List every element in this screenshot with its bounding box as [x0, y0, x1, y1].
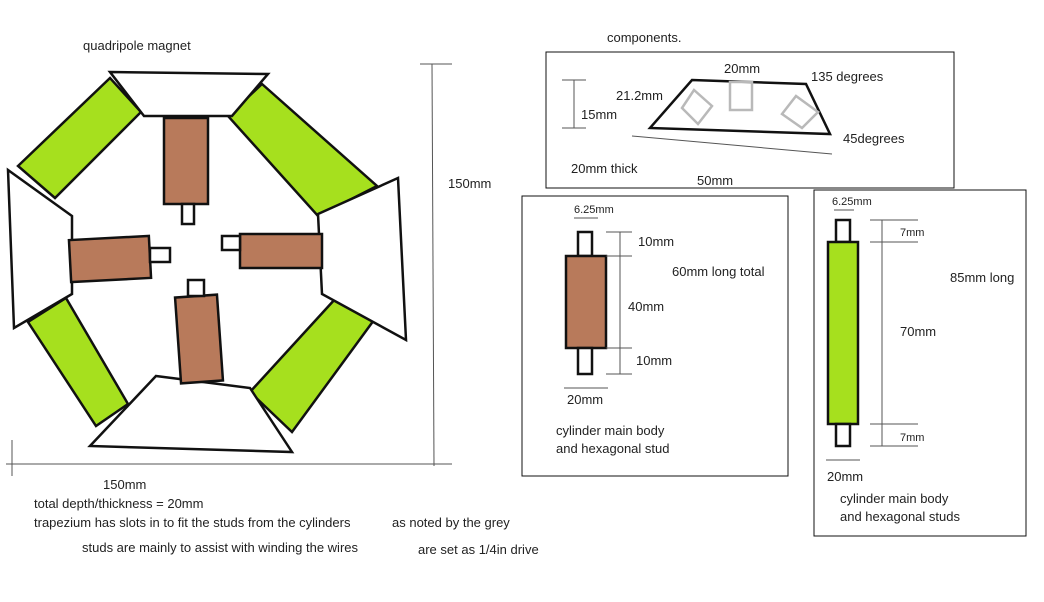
cylinder-short-total: 60mm long total [672, 264, 765, 279]
quadripole-magnet: quadripole magnet 150mm 150mm [6, 38, 491, 492]
cylinder-long-body [826, 240, 860, 426]
cylinder-short-stud-bottom [576, 346, 594, 376]
cylinder-long-frame [813, 189, 1027, 537]
notes: total depth/thickness = 20mm trapezium h… [34, 496, 539, 557]
magnet-stud-bottom [186, 278, 206, 298]
cylinder-long-stud-bottom [834, 422, 852, 448]
cylinder-short-stud-bottom-length: 10mm [636, 353, 672, 368]
note-winding: studs are mainly to assist with winding … [82, 540, 359, 555]
trapezium-frame [545, 51, 955, 189]
cylinder-short-caption-1: cylinder main body [556, 423, 665, 438]
note-slots: trapezium has slots in to fit the studs … [34, 515, 351, 530]
cylinder-short-frame [521, 195, 789, 477]
trapezium-height: 15mm [581, 107, 617, 122]
magnet-stud-left [148, 246, 172, 264]
note-drive: are set as 1/4in drive [418, 542, 539, 557]
cylinder-long-stud-top-length: 7mm [900, 227, 924, 239]
trapezium-slot-right [780, 94, 820, 130]
cylinder-short-body-length: 40mm [628, 299, 664, 314]
trapezium-top-width: 20mm [724, 61, 760, 76]
magnet-height-label: 150mm [448, 176, 491, 191]
cylinder-long-stud-width: 6.25mm [832, 196, 872, 208]
magnet-cylinder-left [67, 234, 153, 284]
magnet-trapezium-top [107, 70, 271, 118]
note-grey: as noted by the grey [392, 515, 510, 530]
cylinder-long-stud-top [834, 218, 852, 244]
cylinder-short-stud-top-length: 10mm [638, 234, 674, 249]
cylinder-short-stud-width: 6.25mm [574, 204, 614, 216]
magnet-green-bar-bottom-right [248, 296, 376, 434]
magnet-cylinder-bottom [173, 293, 225, 385]
trapezium-base-length: 50mm [697, 173, 733, 188]
magnet-green-bar-bottom-left [26, 296, 130, 428]
component-cylinder-long: 6.25mm 7mm 85mm long 70mm 7mm 20mm cylin… [813, 189, 1027, 537]
magnet-width-label: 150mm [103, 477, 146, 492]
cylinder-long-body-length: 70mm [900, 324, 936, 339]
cylinder-short-body-width: 20mm [567, 392, 603, 407]
cylinder-short-caption-2: and hexagonal stud [556, 441, 669, 456]
magnet-trapezium-bottom [87, 374, 295, 454]
component-cylinder-short: 6.25mm 10mm 60mm long total 40mm 10mm 20… [521, 195, 789, 477]
magnet-green-bar-top-left [16, 76, 143, 200]
cylinder-short-body [564, 254, 608, 350]
cylinder-long-caption-2: and hexagonal studs [840, 509, 960, 524]
cylinder-short-stud-top [576, 230, 594, 258]
component-trapezium: components. 20mm 21.2mm 15mm 135 degrees… [545, 30, 955, 189]
cylinder-long-caption-1: cylinder main body [840, 491, 949, 506]
components-title: components. [607, 30, 681, 45]
trapezium-slot-middle [728, 80, 754, 112]
magnet-stud-top [180, 202, 196, 226]
magnet-title: quadripole magnet [83, 38, 191, 53]
trapezium-slot-left [680, 88, 714, 126]
magnet-cylinder-top [162, 116, 210, 206]
trapezium-angle-top: 135 degrees [811, 69, 884, 84]
trapezium-angle-bottom: 45degrees [843, 131, 905, 146]
cylinder-long-total: 85mm long [950, 270, 1014, 285]
note-depth: total depth/thickness = 20mm [34, 496, 203, 511]
cylinder-long-stud-bottom-length: 7mm [900, 432, 924, 444]
trapezium-thickness: 20mm thick [571, 161, 638, 176]
magnet-trapezium-left [6, 167, 74, 331]
magnet-height-guide [431, 63, 435, 467]
magnet-stud-right [220, 234, 242, 252]
magnet-cylinder-right [238, 232, 324, 270]
cylinder-long-body-width: 20mm [827, 469, 863, 484]
trapezium-side-length: 21.2mm [616, 88, 663, 103]
trapezium-base-guide [631, 135, 833, 155]
